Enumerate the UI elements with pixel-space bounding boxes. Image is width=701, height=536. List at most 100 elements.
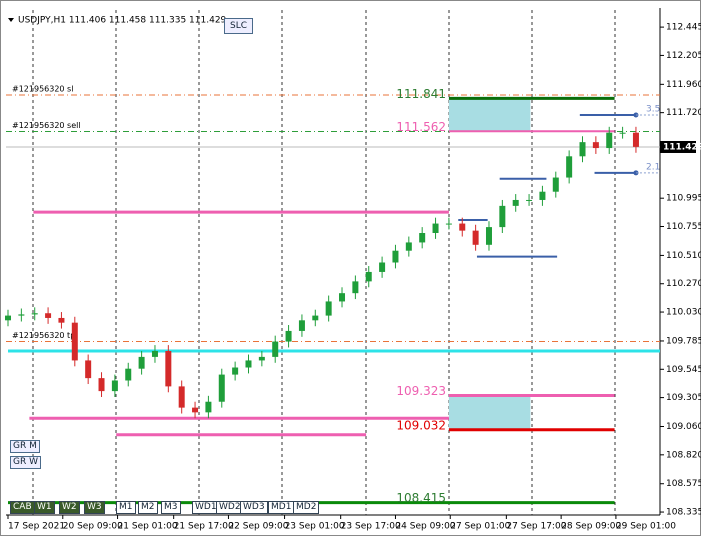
candle-body bbox=[45, 313, 52, 318]
timeframe-button[interactable]: WD3 bbox=[240, 501, 268, 514]
price-label: 111.841 bbox=[396, 87, 446, 101]
candle-body bbox=[526, 199, 533, 201]
candle-body bbox=[472, 230, 479, 245]
x-tick-label: 29 Sep 01:00 bbox=[616, 522, 676, 532]
y-tick-label: 110.270 bbox=[666, 279, 701, 289]
timeframe-button[interactable]: W1 bbox=[34, 501, 55, 514]
timeframe-button[interactable]: MD1 bbox=[268, 501, 295, 514]
timeframe-button[interactable]: WD2 bbox=[216, 501, 244, 514]
x-tick-label: 24 Sep 09:00 bbox=[395, 522, 455, 532]
price-label: 108.415 bbox=[396, 491, 446, 505]
candle-body bbox=[592, 142, 599, 149]
price-label: 111.562 bbox=[396, 120, 446, 134]
candle-body bbox=[18, 314, 25, 316]
candle-body bbox=[138, 356, 145, 369]
candle-body bbox=[632, 132, 639, 147]
timeframe-button[interactable]: W3 bbox=[84, 501, 105, 514]
price-label: 109.032 bbox=[396, 418, 446, 432]
candle-body bbox=[485, 227, 492, 245]
y-tick-label: 112.445 bbox=[666, 23, 701, 33]
candle-body bbox=[245, 360, 252, 368]
candle-body bbox=[432, 223, 439, 234]
y-tick-label: 110.755 bbox=[666, 222, 701, 232]
timeframe-button[interactable]: M2 bbox=[138, 501, 158, 514]
candle-body bbox=[5, 315, 11, 321]
timeframe-button[interactable]: M1 bbox=[116, 501, 136, 514]
side-button[interactable]: GR W bbox=[10, 456, 41, 469]
y-tick-label: 111.960 bbox=[666, 80, 701, 90]
order-level-label: #121956320 sell bbox=[12, 121, 81, 130]
slc-button[interactable]: SLC bbox=[224, 18, 254, 34]
y-tick-label: 108.820 bbox=[666, 450, 701, 460]
side-button[interactable]: GR M bbox=[10, 440, 40, 453]
x-tick-label: 20 Sep 09:00 bbox=[63, 522, 123, 532]
candle-body bbox=[579, 142, 586, 157]
candle-body bbox=[566, 156, 573, 178]
timeframe-button[interactable]: W2 bbox=[59, 501, 80, 514]
x-tick-label: 23 Sep 01:00 bbox=[285, 522, 345, 532]
candle-body bbox=[512, 199, 519, 206]
order-level-label: #121956320 tp bbox=[12, 331, 75, 340]
current-price-label: 111.429 bbox=[663, 142, 701, 152]
candle-body bbox=[151, 350, 158, 357]
timeframe-button[interactable]: CAB bbox=[10, 501, 35, 514]
candle-body bbox=[339, 293, 346, 302]
y-tick-label: 109.785 bbox=[666, 336, 701, 346]
y-tick-label: 109.305 bbox=[666, 393, 701, 403]
candle-body bbox=[352, 281, 359, 294]
y-tick-label: 108.575 bbox=[666, 479, 701, 489]
menu-arrow bbox=[8, 18, 14, 22]
candle-body bbox=[178, 386, 185, 408]
timeframe-button[interactable]: MD2 bbox=[293, 501, 320, 514]
candle-body bbox=[379, 262, 386, 272]
candle-body bbox=[312, 315, 319, 321]
marker-label: 2.1 bbox=[646, 162, 660, 172]
candle-body bbox=[272, 341, 279, 357]
candle-body bbox=[419, 233, 426, 243]
x-tick-label: 17 Sep 2021 bbox=[8, 522, 65, 532]
current-price-tag bbox=[660, 140, 696, 153]
candle-body bbox=[258, 356, 265, 361]
y-tick-label: 108.335 bbox=[666, 508, 701, 518]
zone bbox=[448, 395, 531, 430]
y-tick-label: 110.995 bbox=[666, 194, 701, 204]
x-tick-label: 22 Sep 09:00 bbox=[228, 522, 288, 532]
chart-title: USDJPY,H1 111.406 111.458 111.335 111.42… bbox=[18, 16, 227, 26]
candle-body bbox=[218, 374, 225, 402]
candle-body bbox=[232, 367, 239, 375]
y-tick-label: 110.510 bbox=[666, 251, 701, 261]
candle-body bbox=[325, 301, 332, 316]
candle-body bbox=[98, 378, 105, 392]
candle-body bbox=[539, 191, 546, 200]
candle-body bbox=[619, 132, 626, 134]
candle-body bbox=[85, 360, 92, 379]
candle-body bbox=[192, 407, 199, 413]
x-tick-label: 27 Sep 17:00 bbox=[506, 522, 566, 532]
candle-body bbox=[165, 350, 172, 387]
order-level-label: #121956320 sl bbox=[12, 84, 73, 93]
candle-body bbox=[499, 205, 506, 228]
candle-body bbox=[552, 177, 559, 192]
timeframe-button[interactable]: M3 bbox=[161, 501, 181, 514]
x-tick-label: 27 Sep 01:00 bbox=[450, 522, 510, 532]
candle-body bbox=[31, 313, 38, 315]
x-tick-label: 23 Sep 17:00 bbox=[341, 522, 401, 532]
candle-body bbox=[606, 132, 613, 149]
y-tick-label: 111.720 bbox=[666, 108, 701, 118]
candle-body bbox=[71, 322, 78, 361]
candle-body bbox=[125, 368, 132, 381]
zone bbox=[448, 98, 531, 132]
candle-body bbox=[459, 223, 466, 231]
candle-body bbox=[298, 320, 305, 331]
y-tick-label: 109.545 bbox=[666, 365, 701, 375]
price-label: 109.323 bbox=[396, 384, 446, 398]
candle-body bbox=[58, 317, 65, 323]
x-tick-label: 21 Sep 17:00 bbox=[174, 522, 234, 532]
x-tick-label: 21 Sep 01:00 bbox=[118, 522, 178, 532]
candle-body bbox=[405, 242, 412, 251]
y-tick-label: 110.030 bbox=[666, 308, 701, 318]
candle-body bbox=[445, 223, 452, 225]
